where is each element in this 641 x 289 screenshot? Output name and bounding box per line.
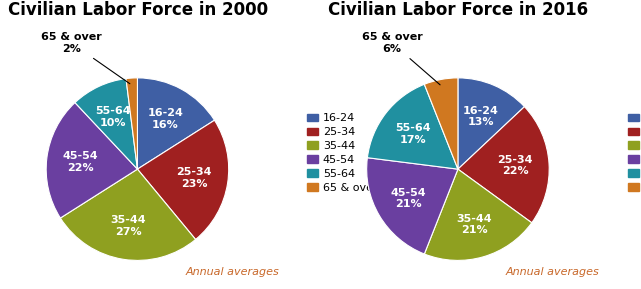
Text: Annual averages: Annual averages	[185, 267, 279, 277]
Wedge shape	[60, 169, 196, 260]
Text: 65 & over
2%: 65 & over 2%	[42, 32, 130, 84]
Title: Civilian Labor Force in 2016: Civilian Labor Force in 2016	[328, 1, 588, 19]
Wedge shape	[458, 107, 549, 223]
Title: Civilian Labor Force in 2000: Civilian Labor Force in 2000	[8, 1, 268, 19]
Text: 45-54
21%: 45-54 21%	[390, 188, 426, 209]
Wedge shape	[46, 103, 137, 218]
Wedge shape	[424, 78, 458, 169]
Text: Annual averages: Annual averages	[506, 267, 599, 277]
Wedge shape	[367, 84, 458, 169]
Text: 65 & over
6%: 65 & over 6%	[362, 32, 440, 85]
Text: 45-54
22%: 45-54 22%	[63, 151, 98, 173]
Wedge shape	[137, 78, 215, 169]
Wedge shape	[458, 78, 524, 169]
Wedge shape	[126, 78, 137, 169]
Text: 35-44
27%: 35-44 27%	[111, 215, 146, 237]
Wedge shape	[75, 79, 137, 169]
Text: 25-34
22%: 25-34 22%	[497, 155, 533, 176]
Text: 25-34
23%: 25-34 23%	[176, 167, 212, 189]
Legend: 16-24, 25-34, 35-44, 45-54, 55-64, 65 & over: 16-24, 25-34, 35-44, 45-54, 55-64, 65 & …	[628, 114, 641, 193]
Text: 55-64
17%: 55-64 17%	[395, 123, 430, 145]
Text: 16-24
13%: 16-24 13%	[463, 105, 499, 127]
Text: 16-24
16%: 16-24 16%	[147, 108, 183, 129]
Wedge shape	[137, 120, 229, 240]
Text: 35-44
21%: 35-44 21%	[456, 214, 492, 235]
Text: 55-64
10%: 55-64 10%	[95, 106, 131, 128]
Wedge shape	[367, 158, 458, 254]
Legend: 16-24, 25-34, 35-44, 45-54, 55-64, 65 & over: 16-24, 25-34, 35-44, 45-54, 55-64, 65 & …	[307, 114, 378, 193]
Wedge shape	[424, 169, 532, 260]
